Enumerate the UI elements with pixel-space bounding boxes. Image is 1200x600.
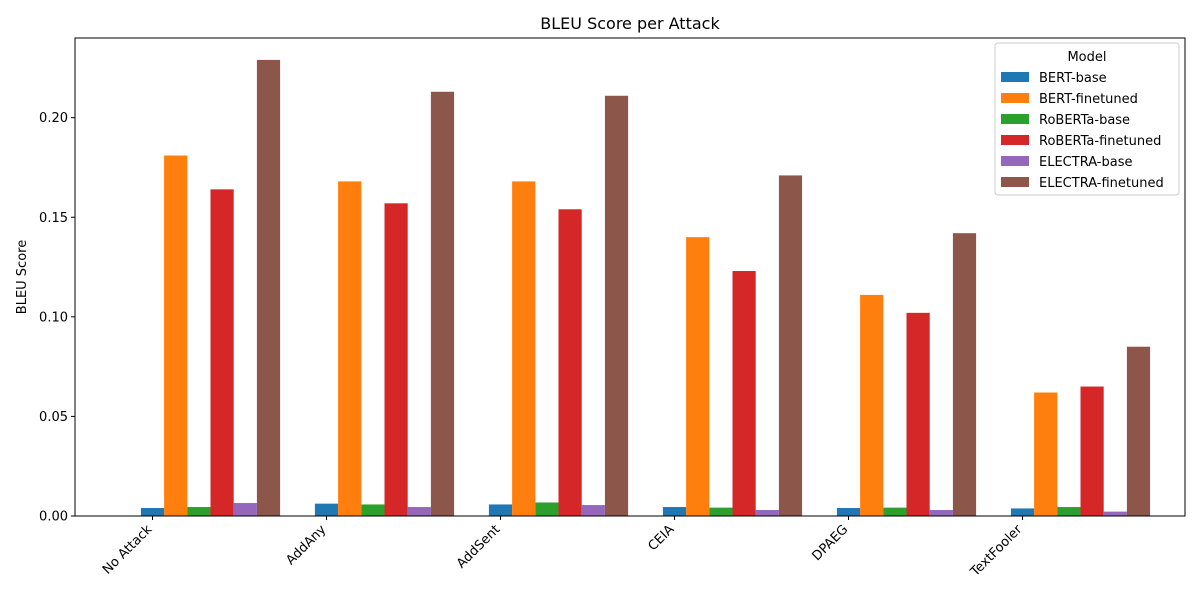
- y-tick-label: 0.00: [39, 510, 68, 525]
- bar: [338, 181, 362, 516]
- bar: [709, 507, 733, 516]
- bar: [140, 508, 165, 516]
- legend-swatch: [1001, 72, 1029, 82]
- bar: [535, 502, 559, 516]
- x-ticks: No Attack AddAny AddSent CEIA DPAEG TextFoole…: [100, 516, 1026, 580]
- bar: [361, 504, 385, 516]
- bar: [210, 189, 234, 516]
- x-tick-label: DPAEG: [809, 522, 851, 564]
- y-tick-label: 0.05: [39, 410, 68, 425]
- x-tick-label: CEIA: [645, 522, 677, 554]
- y-axis-label: BLEU Score: [15, 240, 30, 314]
- bar: [952, 233, 977, 516]
- bar: [1103, 511, 1127, 516]
- x-tick-label: No Attack: [100, 522, 156, 578]
- legend-swatch: [1001, 156, 1029, 166]
- bar: [233, 503, 257, 516]
- chart-title: BLEU Score per Attack: [540, 14, 720, 33]
- legend: Model BERT-base BERT-finetuned RoBERTa-base…: [994, 42, 1180, 196]
- legend-label: RoBERTa-finetuned: [1039, 134, 1161, 149]
- bar: [581, 505, 605, 516]
- legend-swatch: [1001, 114, 1029, 124]
- bar: [187, 507, 211, 516]
- legend-label: BERT-base: [1039, 71, 1107, 86]
- y-tick-label: 0.15: [39, 211, 68, 226]
- legend-swatch: [1001, 135, 1029, 145]
- legend-label: BERT-finetuned: [1039, 92, 1138, 107]
- bars-group: [140, 59, 1151, 517]
- x-tick-label: AddAny: [283, 522, 329, 568]
- bar: [836, 508, 861, 516]
- bar: [929, 510, 953, 516]
- bar: [430, 91, 455, 517]
- bar: [755, 510, 779, 516]
- bar: [1010, 508, 1035, 516]
- bar: [732, 271, 756, 516]
- legend-label: ELECTRA-finetuned: [1039, 176, 1164, 191]
- plot-frame: [74, 37, 1186, 517]
- bar: [407, 507, 431, 516]
- x-tick-label: AddSent: [454, 522, 503, 571]
- legend-label: RoBERTa-base: [1039, 113, 1130, 128]
- bar: [1034, 392, 1058, 516]
- legend-swatch: [1001, 93, 1029, 103]
- y-ticks: 0.00 0.05 0.10 0.15 0.20: [39, 111, 75, 525]
- bar: [1080, 386, 1104, 516]
- bar: [686, 237, 710, 517]
- y-tick-label: 0.10: [39, 310, 68, 325]
- bar: [512, 181, 536, 516]
- bar: [314, 503, 339, 516]
- bar: [488, 504, 513, 516]
- bar: [604, 95, 629, 516]
- legend-swatch: [1001, 177, 1029, 187]
- bar: [558, 209, 582, 516]
- legend-label: ELECTRA-base: [1039, 155, 1132, 170]
- bar: [164, 155, 188, 516]
- x-tick-label: TextFooler: [967, 522, 1026, 581]
- bar: [1126, 346, 1151, 516]
- bar: [256, 59, 281, 516]
- bar: [883, 507, 907, 516]
- bar: [778, 175, 803, 517]
- legend-title: Model: [1067, 50, 1106, 65]
- bar: [384, 203, 408, 516]
- legend-box: [994, 42, 1180, 196]
- y-tick-label: 0.20: [39, 111, 68, 126]
- bar: [860, 294, 884, 516]
- bar: [662, 507, 687, 516]
- bar: [906, 312, 930, 516]
- bar: [1057, 507, 1081, 516]
